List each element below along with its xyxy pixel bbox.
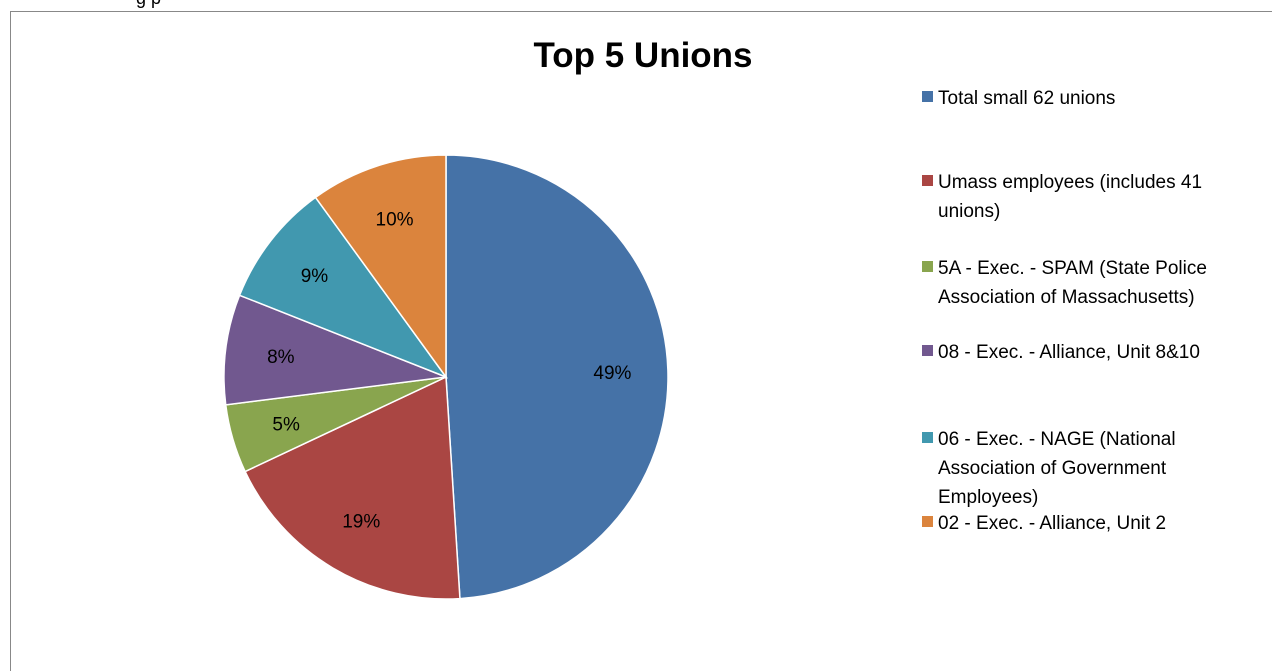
clipped-heading-text: g p <box>136 0 161 9</box>
pie-slice-label-4: 8% <box>267 347 295 368</box>
pie-slice-6 <box>314 154 447 380</box>
legend-swatch-1 <box>922 91 933 102</box>
pie-slice-label-3: 5% <box>272 414 300 435</box>
legend-label-1: Total small 62 unions <box>938 88 1116 109</box>
legend-label-6: 02 - Exec. - Alliance, Unit 2 <box>938 513 1167 534</box>
chart-title: Top 5 Unions <box>533 36 753 75</box>
legend-label-5: 06 - Exec. - NAGE (National Association … <box>938 429 1176 508</box>
pie-slice-2 <box>244 375 461 600</box>
pie-slice-4 <box>223 294 447 406</box>
legend-swatch-4 <box>922 345 933 356</box>
pie-chart: 49% 19% 5% 8% 9% 10% <box>223 154 669 600</box>
legend-label-4: 08 - Exec. - Alliance, Unit 8&10 <box>938 342 1200 363</box>
legend-swatch-5 <box>922 432 933 443</box>
pie-slice-label-1: 49% <box>593 363 631 384</box>
pie-slice-1 <box>445 154 669 600</box>
legend-swatch-2 <box>922 175 933 186</box>
legend-swatch-6 <box>922 516 933 527</box>
legend-label-3: 5A - Exec. - SPAM (State Police Associat… <box>938 258 1207 308</box>
pie-slice-5 <box>238 196 449 379</box>
pie-slice-label-2: 19% <box>342 511 380 532</box>
legend-label-2: Umass employees (includes 41 unions) <box>938 172 1203 222</box>
legend-swatch-3 <box>922 261 933 272</box>
pie-slice-label-6: 10% <box>376 210 414 231</box>
pie-slice-label-5: 9% <box>301 266 329 287</box>
chart-area <box>10 11 1272 671</box>
